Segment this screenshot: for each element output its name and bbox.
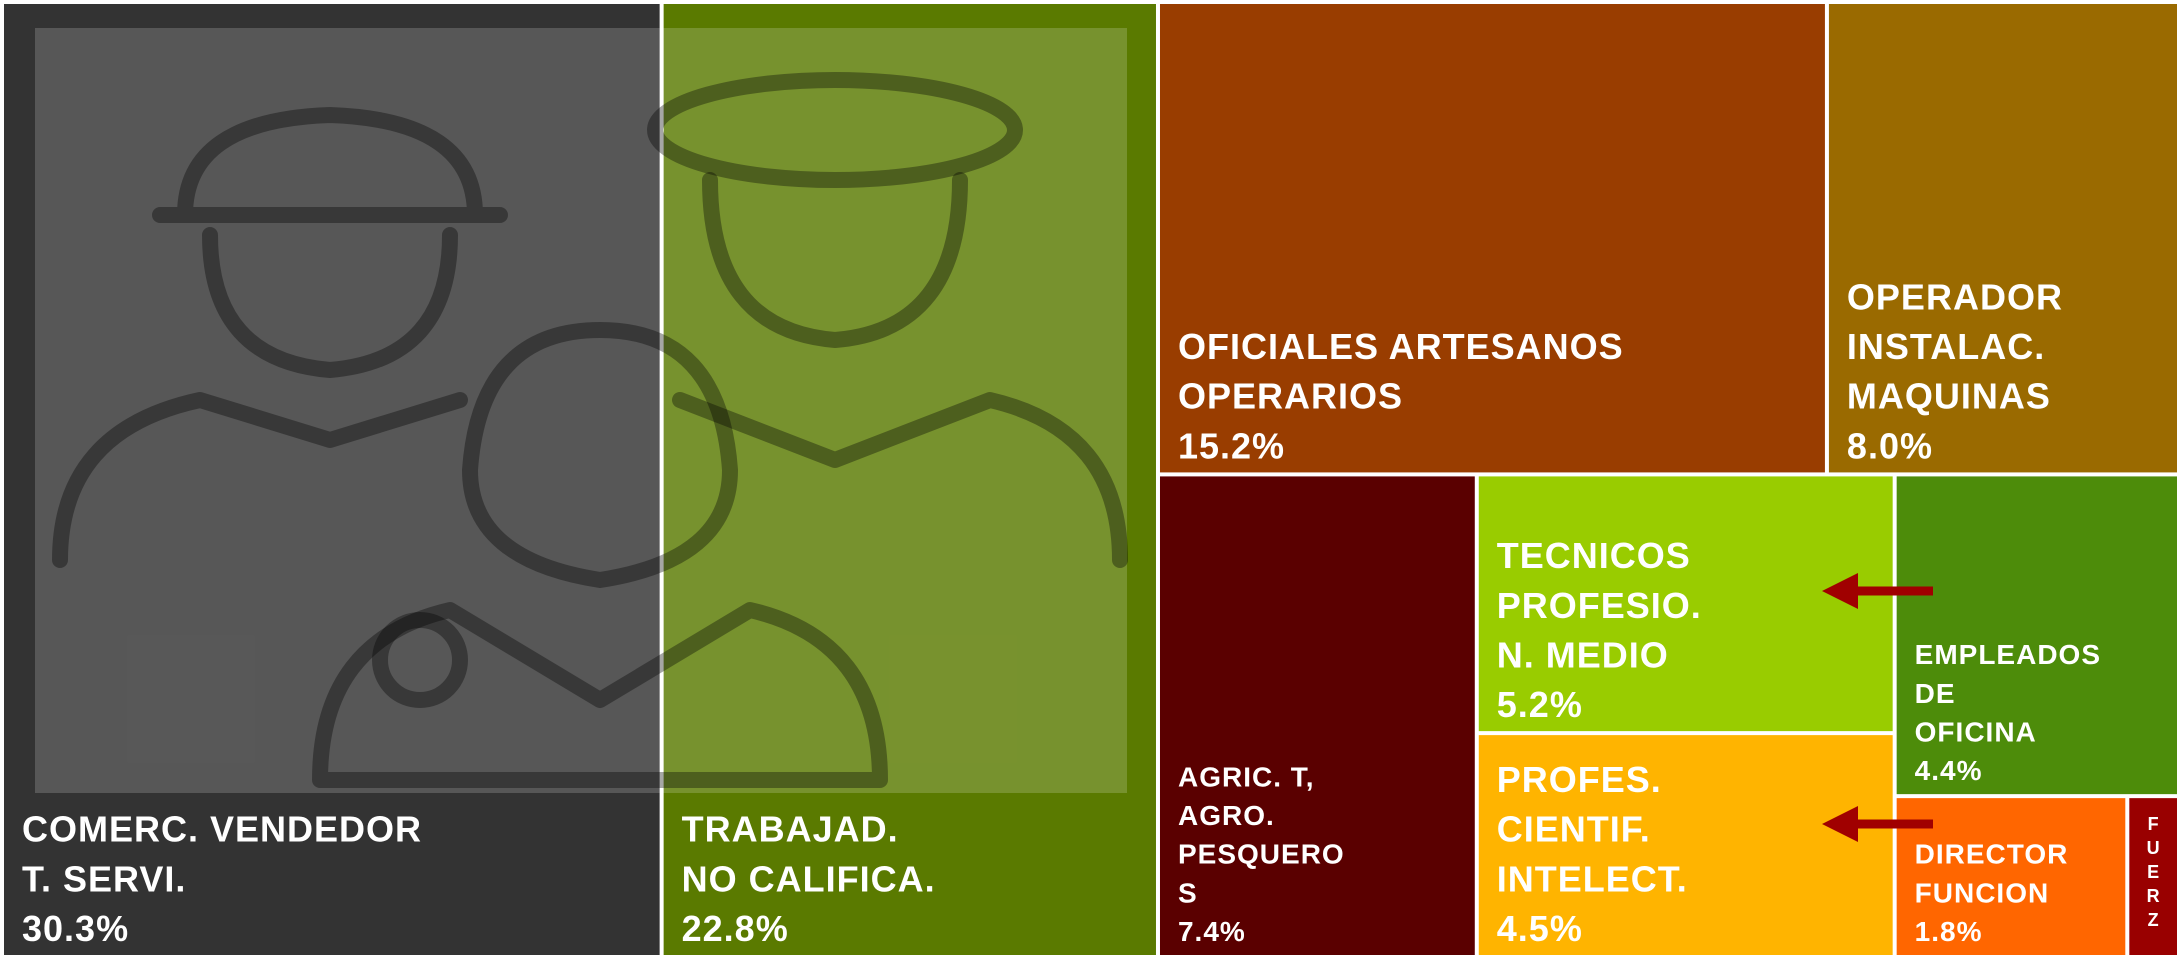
cell-label: COMERC. VENDEDOR [22, 809, 422, 850]
cell [1160, 476, 1475, 955]
treemap: COMERC. VENDEDOR T. SERVI. 30.3% TRABAJAD. N… [0, 0, 2181, 959]
value-label: 8.0% [1847, 425, 1933, 466]
value-label: 1.8% [1915, 916, 1983, 947]
value-label: 4.4% [1915, 755, 1983, 786]
value-label: 30.3% [22, 908, 129, 949]
value-label: 5.2% [1497, 684, 1583, 725]
cell-label: TRABAJAD. [682, 809, 899, 850]
cell-label: NO CALIFICA. [682, 858, 936, 899]
value-label: 7.4% [1178, 916, 1246, 947]
cell-label: MAQUINAS [1847, 376, 2051, 417]
cell-label: AGRO. [1178, 800, 1275, 831]
cell-label: AGRIC. T, [1178, 761, 1315, 792]
cell-label: PROFES. [1497, 759, 1662, 800]
workers-icon [35, 28, 1127, 793]
cell-label: PROFESIO. [1497, 585, 1702, 626]
cell-label: PESQUERO [1178, 839, 1345, 870]
cell-label: FUERZ [2143, 814, 2163, 934]
cell-label: S [1178, 877, 1198, 908]
value-label: 4.5% [1497, 908, 1583, 949]
cell-label: DIRECTOR [1915, 839, 2069, 870]
cell-label: INTELECT. [1497, 858, 1688, 899]
page: {"chart_data": {"type": "treemap", "item… [0, 0, 2181, 959]
cell-label: OFICIALES ARTESANOS [1178, 326, 1624, 367]
cell-label: TECNICOS [1497, 535, 1691, 576]
cell-label: OPERADOR [1847, 276, 2063, 317]
cell-label: N. MEDIO [1497, 634, 1669, 675]
value-label: 15.2% [1178, 425, 1285, 466]
cell-label: T. SERVI. [22, 858, 186, 899]
cell-label: OPERARIOS [1178, 376, 1403, 417]
cell-label: DE [1915, 678, 1956, 709]
cell-label: FUNCION [1915, 877, 2050, 908]
cell-label: EMPLEADOS [1915, 639, 2101, 670]
cell-label: CIENTIF. [1497, 809, 1651, 850]
cell-label: OFICINA [1915, 716, 2037, 747]
value-label: 22.8% [682, 908, 789, 949]
cell-label: INSTALAC. [1847, 326, 2045, 367]
